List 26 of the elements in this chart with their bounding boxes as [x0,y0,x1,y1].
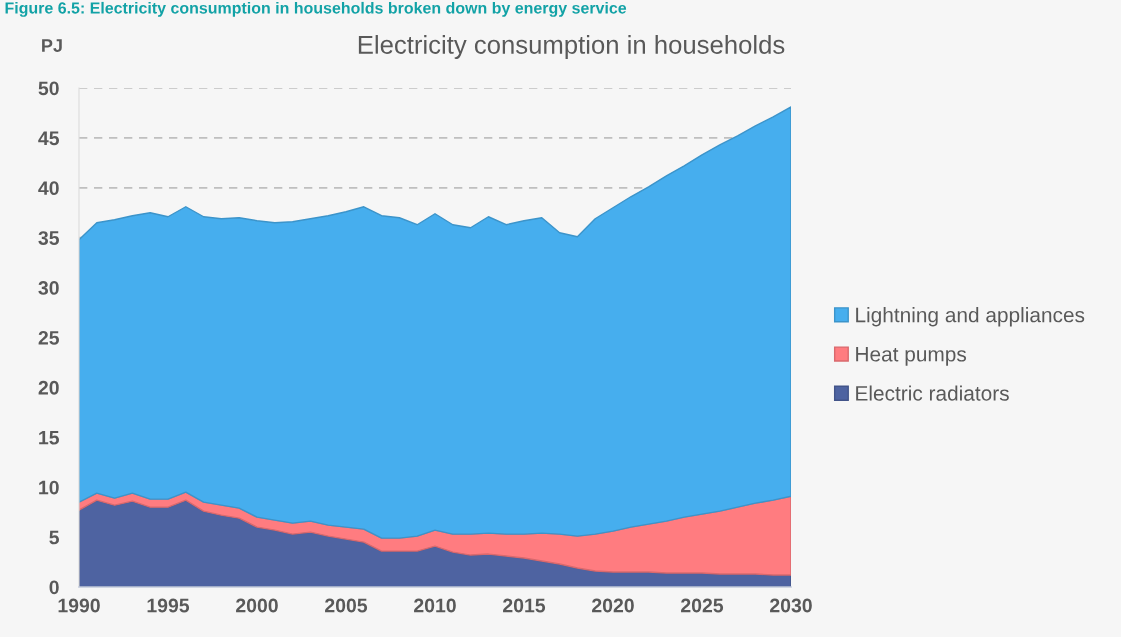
x-tick-label: 2025 [681,598,724,613]
legend-label: Lightning and appliances [856,307,1085,327]
x-tick-label: 2010 [414,598,456,613]
y-tick-label: 5 [49,530,60,545]
y-tick-label: 40 [38,181,59,196]
x-tick-label: 2030 [770,598,812,613]
y-tick-label: 0 [49,580,59,595]
y-tick-label: 15 [39,430,60,445]
y-axis-title: PJ [42,39,62,52]
x-tick-label: 2015 [503,598,546,613]
chart-title: Electricity consumption in households [358,35,785,59]
y-tick-label: 50 [38,81,59,96]
x-tick-label: 2005 [325,598,368,613]
y-tick-label: 20 [38,380,59,395]
x-tick-label: 1995 [147,598,190,613]
y-tick-label: 35 [38,231,60,245]
y-tick-label: 45 [38,131,60,146]
y-tick-label: 25 [38,330,60,345]
x-tick-label: 2020 [592,598,634,613]
x-tick-label: 2000 [236,598,278,613]
y-tick-label: 10 [39,480,59,495]
legend-label: Heat pumps [856,347,967,366]
caption: Figure 6.5: Electricity consumption in households broken down by energy service [5,1,627,17]
x-tick-label: 1990 [58,598,100,613]
y-tick-label: 30 [38,281,59,295]
legend-label: Electric radiators [856,385,1009,401]
